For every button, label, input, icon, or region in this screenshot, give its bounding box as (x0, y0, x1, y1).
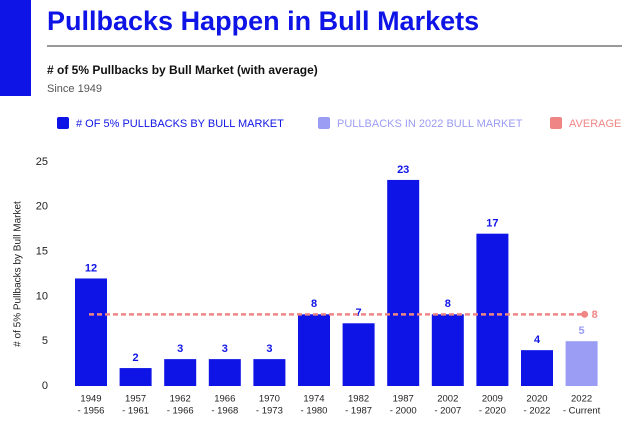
legend-swatch (550, 117, 562, 129)
x-tick-label: 2009 (482, 394, 503, 405)
value-label: 3 (177, 343, 183, 355)
y-tick-label: 25 (36, 156, 48, 168)
x-tick-label: - 2020 (479, 406, 506, 417)
bar (476, 233, 509, 386)
y-tick-label: 10 (36, 290, 48, 302)
value-label: 23 (397, 164, 409, 176)
x-tick-label: 2020 (526, 394, 547, 405)
bar (164, 359, 197, 386)
x-tick-label: - 1961 (122, 406, 149, 417)
bar (119, 368, 152, 386)
y-tick-label: 20 (36, 201, 48, 213)
x-tick-label: - 1968 (211, 406, 238, 417)
x-tick-label: - 2022 (524, 406, 551, 417)
bar (431, 314, 464, 386)
chart-title: Pullbacks Happen in Bull Markets (47, 6, 479, 36)
y-axis-label: # of 5% Pullbacks by Bull Market (13, 201, 24, 347)
bar (208, 359, 241, 386)
x-tick-label: 2022 (571, 394, 592, 405)
average-label: 8 (592, 309, 598, 321)
value-label: 7 (356, 307, 362, 319)
bar (521, 350, 553, 386)
x-tick-label: - 2007 (434, 406, 461, 417)
value-label: 4 (534, 334, 541, 346)
value-label: 3 (266, 343, 272, 355)
bar (75, 278, 107, 386)
x-tick-label: - 2000 (390, 406, 417, 417)
x-tick-label: 1970 (259, 394, 280, 405)
value-label: 3 (222, 343, 228, 355)
x-tick-label: - 1966 (167, 406, 194, 417)
legend-label: PULLBACKS IN 2022 BULL MARKET (337, 118, 523, 130)
x-tick-label: 1949 (80, 394, 101, 405)
y-tick-label: 0 (42, 380, 48, 392)
note: Since 1949 (47, 83, 102, 95)
legend-label: AVERAGE (569, 118, 621, 130)
x-tick-label: - 1973 (256, 406, 283, 417)
average-marker (581, 310, 589, 318)
legend-swatch (57, 117, 69, 129)
bar (342, 323, 375, 386)
bar (387, 179, 420, 386)
x-tick-label: 1966 (214, 394, 235, 405)
accent-block (0, 0, 31, 96)
x-tick-label: 1974 (303, 394, 324, 405)
x-tick-label: - Current (563, 406, 601, 417)
x-tick-label: - 1956 (78, 406, 105, 417)
bar (253, 359, 286, 386)
x-tick-label: 2002 (437, 394, 458, 405)
x-tick-label: 1962 (170, 394, 191, 405)
bar (298, 314, 330, 386)
bar (565, 341, 598, 386)
value-label: 2 (133, 352, 139, 364)
value-label: 17 (486, 218, 498, 230)
y-tick-label: 5 (42, 335, 48, 347)
value-label: 5 (579, 325, 585, 337)
subtitle: # of 5% Pullbacks by Bull Market (with a… (47, 63, 318, 77)
x-tick-label: - 1987 (345, 406, 372, 417)
value-label: 8 (311, 298, 317, 310)
x-tick-label: 1987 (393, 394, 414, 405)
legend-label: # OF 5% PULLBACKS BY BULL MARKET (76, 118, 284, 130)
legend-swatch (318, 117, 330, 129)
x-tick-label: 1982 (348, 394, 369, 405)
x-tick-label: - 1980 (301, 406, 328, 417)
value-label: 12 (85, 262, 97, 274)
x-tick-label: 1957 (125, 394, 146, 405)
value-label: 8 (445, 298, 451, 310)
y-tick-label: 15 (36, 246, 48, 258)
